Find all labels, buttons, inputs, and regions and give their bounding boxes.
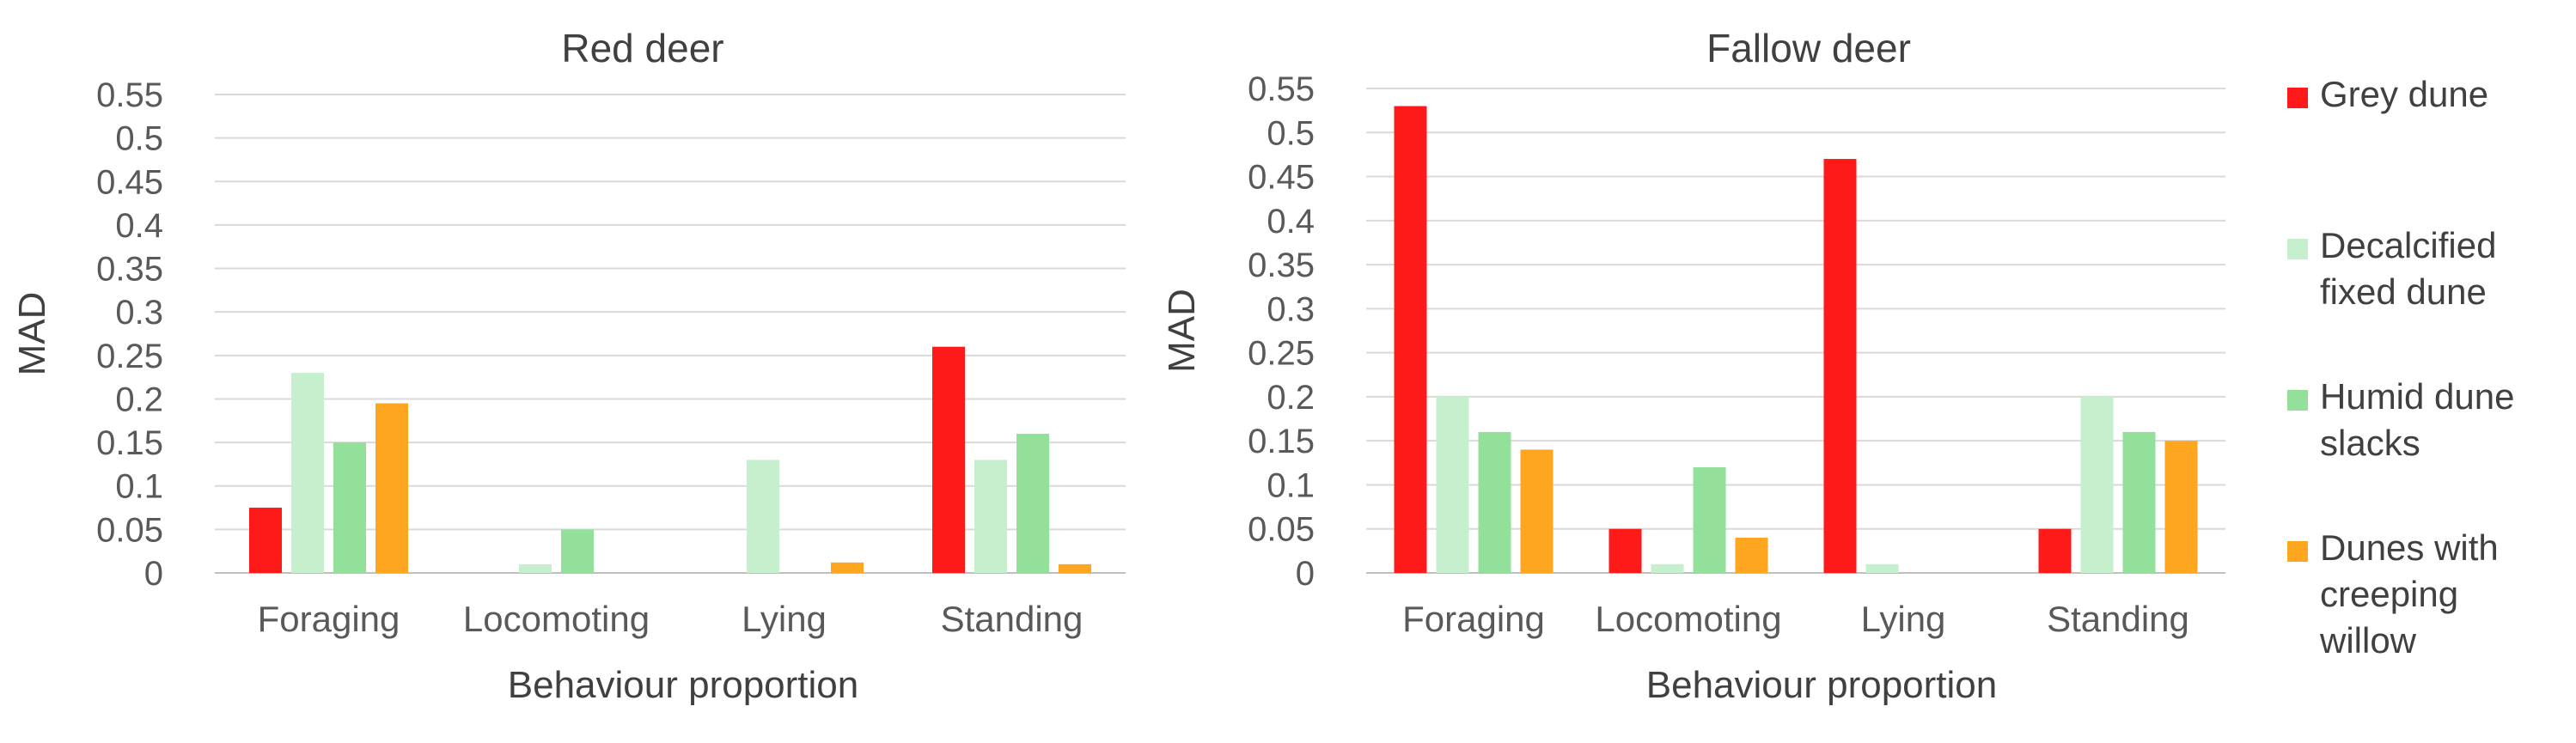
bar: [291, 373, 324, 573]
y-tick-label: 0.3: [1267, 290, 1315, 328]
y-tick-label: 0.45: [1248, 159, 1315, 197]
x-tick-label: Lying: [1861, 599, 1946, 639]
y-tick-label: 0.25: [96, 338, 163, 375]
x-tick-label: Standing: [2047, 599, 2189, 639]
y-tick-label: 0.35: [96, 251, 163, 289]
legend-swatch: [2287, 390, 2308, 411]
y-tick-label: 0.1: [1267, 466, 1315, 504]
bar: [1436, 396, 1469, 573]
y-tick-label: 0.1: [115, 468, 163, 506]
legend-label: Dunes with: [2320, 527, 2499, 568]
bar: [2164, 441, 2198, 573]
bar: [1520, 449, 1554, 573]
bar: [2080, 396, 2114, 573]
bar: [1823, 159, 1857, 573]
x-tick-label: Foraging: [258, 599, 400, 639]
bar: [1651, 563, 1684, 573]
legend-label: slacks: [2320, 423, 2420, 463]
bar: [747, 460, 779, 573]
chart-title: Red deer: [561, 26, 723, 70]
legend-label: creeping: [2320, 574, 2458, 614]
bar: [831, 562, 864, 573]
bar: [1394, 106, 1427, 573]
x-tick-label: Locomoting: [1595, 599, 1781, 639]
y-tick-label: 0.55: [1248, 70, 1315, 108]
y-tick-label: 0.3: [115, 294, 163, 332]
legend-label: willow: [2319, 620, 2417, 661]
bar: [519, 563, 552, 573]
x-tick-label: Standing: [941, 599, 1084, 639]
y-tick-label: 0.55: [96, 76, 163, 114]
bar: [249, 508, 282, 573]
y-tick-label: 0: [1296, 555, 1315, 593]
bar: [1478, 431, 1511, 573]
y-tick-label: 0.5: [1267, 114, 1315, 152]
bar: [2122, 431, 2156, 573]
y-axis-title: MAD: [11, 292, 53, 376]
y-tick-label: 0.4: [115, 207, 163, 245]
bar: [1016, 433, 1049, 573]
bar: [932, 346, 965, 573]
bar: [1735, 537, 1768, 573]
bar: [1693, 466, 1726, 573]
x-tick-label: Foraging: [1402, 599, 1545, 639]
y-tick-label: 0.35: [1248, 247, 1315, 284]
legend-swatch: [2287, 239, 2308, 259]
y-tick-label: 0.05: [96, 511, 163, 549]
bar: [1608, 528, 1642, 573]
legend-swatch: [2287, 541, 2308, 562]
bar: [561, 529, 594, 573]
chart-title: Fallow deer: [1706, 26, 1911, 70]
y-axis-title: MAD: [1161, 289, 1203, 373]
bar: [333, 442, 366, 573]
y-tick-label: 0.25: [1248, 335, 1315, 373]
bar: [375, 403, 408, 573]
bar: [1865, 563, 1899, 573]
fallow-deer-chart: Fallow deer 0 0.05 0.1 0.15 0.2 0.25 0.3 0.35 0.4…: [1161, 26, 2225, 706]
bar: [1059, 563, 1091, 573]
y-tick-label: 0.5: [115, 120, 163, 158]
legend-label: Grey dune: [2320, 74, 2488, 114]
y-tick-label: 0.45: [96, 163, 163, 201]
legend-label: Decalcified: [2320, 225, 2496, 265]
x-axis-title: Behaviour proportion: [508, 664, 858, 706]
y-tick-label: 0: [144, 555, 163, 593]
legend-label: Humid dune: [2320, 376, 2514, 417]
y-tick-label: 0.4: [1267, 203, 1315, 241]
legend-label: fixed dune: [2320, 271, 2487, 312]
y-tick-label: 0.2: [1267, 379, 1315, 417]
red-deer-chart: Red deer 0 0.05 0.1 0.15 0.2 0.25 0.3 0.35 0.4 0.4…: [11, 26, 1126, 706]
legend: Grey dune Decalcified fixed dune Humid dune…: [2287, 74, 2514, 661]
y-tick-label: 0.05: [1248, 511, 1315, 549]
y-tick-label: 0.2: [115, 381, 163, 418]
bar: [974, 460, 1007, 573]
x-axis-title: Behaviour proportion: [1646, 664, 1997, 706]
x-tick-label: Lying: [742, 599, 827, 639]
y-tick-label: 0.15: [1248, 423, 1315, 460]
y-tick-label: 0.15: [96, 424, 163, 462]
legend-swatch: [2287, 88, 2308, 108]
x-tick-label: Locomoting: [463, 599, 650, 639]
bar: [2038, 528, 2072, 573]
